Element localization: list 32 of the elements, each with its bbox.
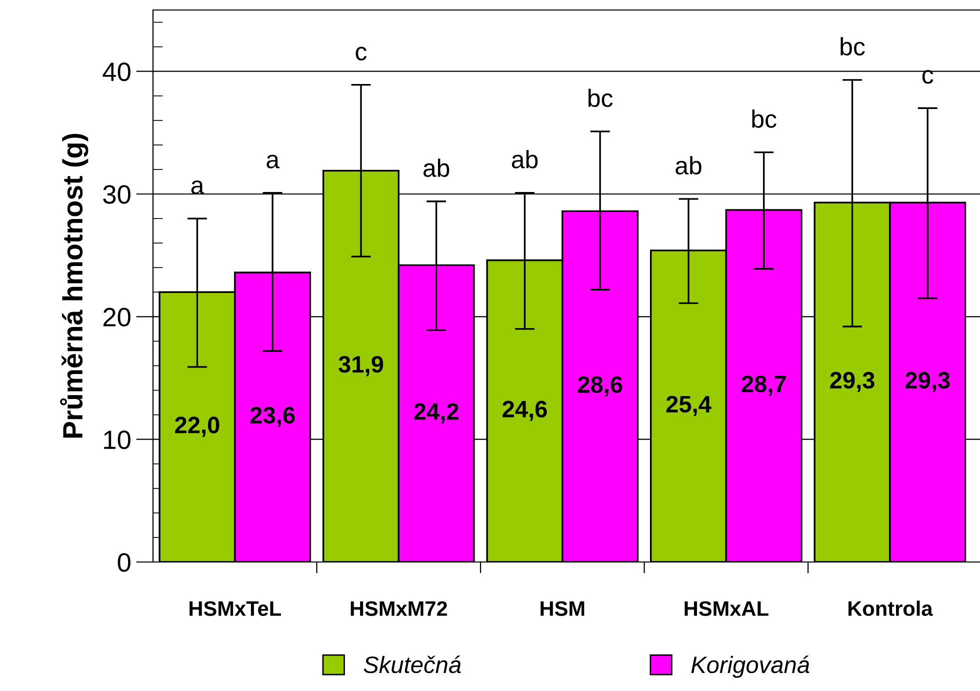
- annotation: ab: [423, 158, 450, 177]
- data-label: 28,6: [578, 376, 622, 396]
- data-label: 28,7: [742, 376, 786, 396]
- data-label: 29,3: [830, 372, 874, 392]
- y-tick-label: 30: [103, 185, 130, 204]
- annotation: c: [356, 46, 367, 60]
- x-tick-label: Kontrola: [848, 600, 933, 616]
- annotation: bc: [840, 37, 865, 56]
- y-tick-label: 20: [103, 308, 130, 326]
- data-label: 24,2: [414, 403, 458, 424]
- x-tick-label: HSMxAL: [684, 601, 768, 616]
- data-label: 23,6: [250, 406, 295, 428]
- annotation: ab: [676, 156, 702, 175]
- annotation: ab: [512, 150, 538, 168]
- legend-label: Korigovaná: [691, 656, 810, 678]
- data-label: 31,9: [338, 356, 384, 376]
- annotation: bc: [752, 110, 776, 128]
- y-tick-label: 40: [102, 62, 130, 82]
- data-label: 22,0: [175, 416, 220, 437]
- data-label: 24,6: [502, 400, 547, 421]
- legend-label: Skutečná: [364, 656, 461, 674]
- x-tick-label: HSMxTeL: [190, 601, 281, 616]
- x-tick-label: HSMxM72: [350, 601, 448, 616]
- y-tick-label: 10: [104, 430, 130, 450]
- y-tick-label: 0: [118, 553, 130, 572]
- annotation: a: [191, 180, 204, 194]
- x-tick-label: HSM: [540, 601, 584, 616]
- data-label: 29,3: [905, 372, 950, 392]
- data-label: 25,4: [666, 396, 712, 416]
- y-axis-title: Průměrná hmotnost (g): [60, 134, 88, 438]
- annotation: a: [266, 154, 280, 168]
- annotation: bc: [588, 88, 613, 108]
